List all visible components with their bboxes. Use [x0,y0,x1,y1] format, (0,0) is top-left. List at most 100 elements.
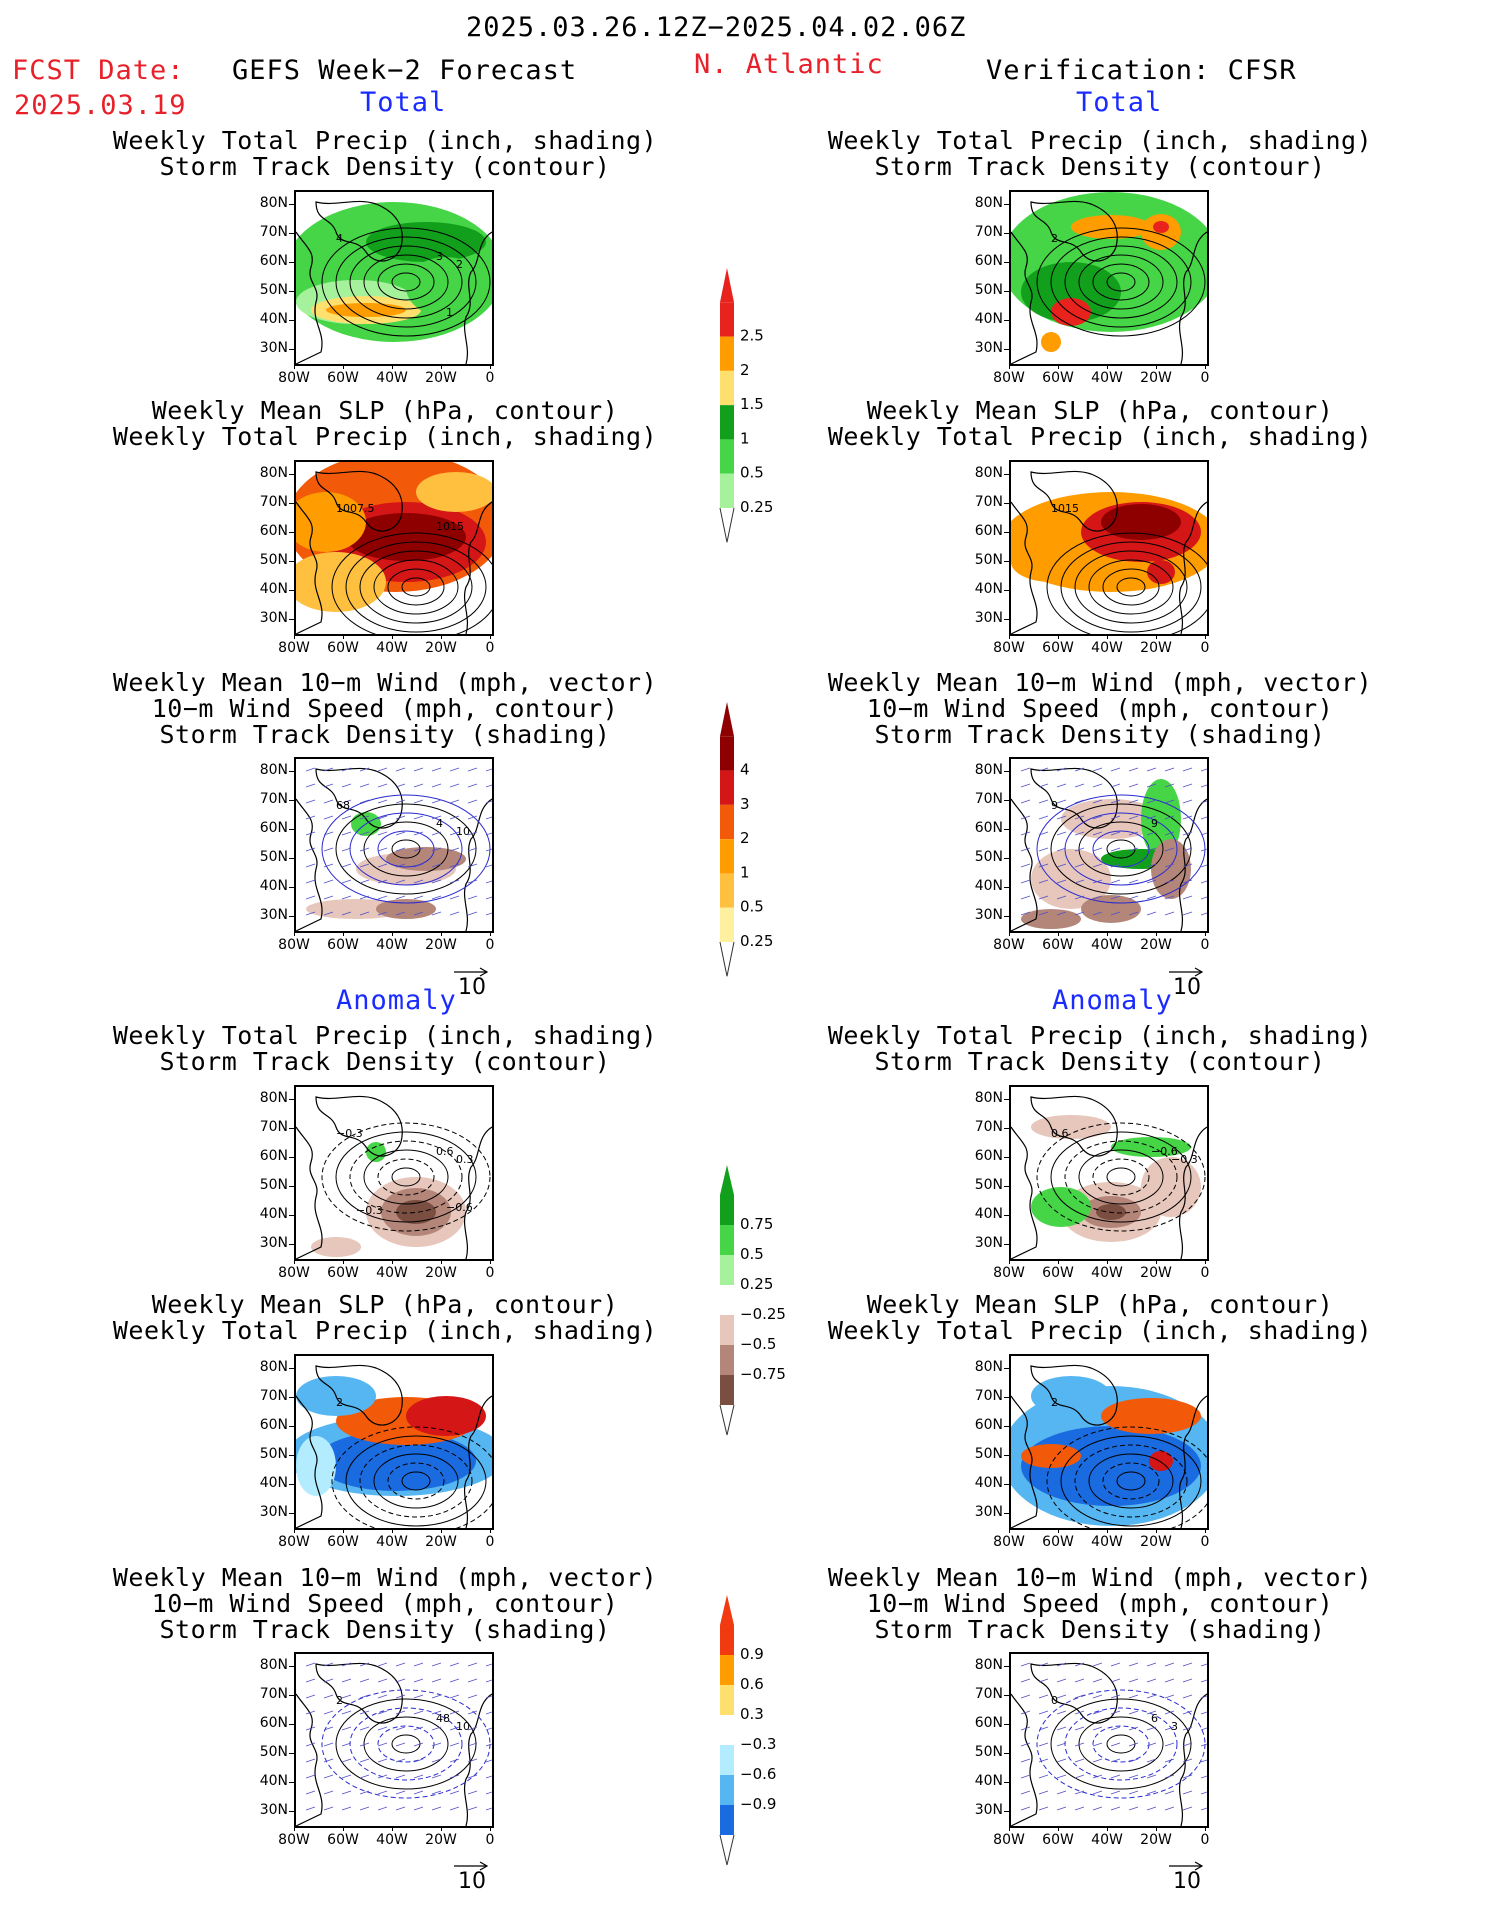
wind-vector [1092,1710,1103,1715]
latitude-tick-mark [289,1157,294,1158]
wind-vector [1074,1726,1085,1731]
wind-vector [1200,1775,1207,1779]
wind-vector [1128,1678,1139,1683]
wind-vector [485,800,492,804]
map-frame: 1015 [1009,460,1209,636]
anomaly-label-right: Anomaly [1052,985,1173,1016]
wind-vector [395,1758,406,1763]
north-america-coastline [296,501,323,634]
latitude-tick-mark [1004,233,1009,234]
wind-vector [1128,1694,1139,1699]
wind-vector [305,767,316,772]
latitude-tick-label: 80N [259,1090,288,1106]
europe-coastline [1178,231,1207,364]
contour-label: −0.3 [336,1127,363,1140]
contour-line [1064,1140,1178,1214]
greenland-coastline [315,1662,403,1724]
wind-vector [1020,863,1031,868]
wind-vector [1146,1726,1157,1731]
longitude-tick-mark [441,1259,442,1264]
wind-vector [1146,1694,1157,1699]
wind-vector [377,847,388,852]
wind-vector [1164,799,1175,804]
contour-label: 10 [456,825,470,838]
shading-area [1147,560,1175,584]
wind-vector [395,1742,406,1747]
wind-vector [1146,879,1157,884]
shading-area [406,1396,486,1436]
colorbar-label: −0.3 [740,1735,776,1753]
wind-vector [323,1662,334,1667]
longitude-tick-mark [1205,1528,1206,1533]
latitude-tick-mark [1004,349,1009,350]
wind-vector [1182,1742,1193,1747]
wind-vector [1146,863,1157,868]
latitude-tick-label: 50N [974,1744,1003,1760]
wind-vector [413,767,424,772]
latitude-tick-mark [289,1782,294,1783]
north-america-coastline [1011,798,1038,931]
latitude-tick-label: 30N [974,907,1003,923]
longitude-tick-label: 20W [425,370,457,386]
shading-area [366,1142,386,1162]
wind-vector [341,1678,352,1683]
wind-vector [1092,1742,1103,1747]
longitude-tick-mark [1058,931,1059,936]
europe-coastline [1178,1693,1207,1826]
wind-vector [1038,847,1049,852]
wind-vector [467,1742,478,1747]
europe-coastline [1178,798,1207,931]
latitude-tick-mark [1004,800,1009,801]
longitude-tick-mark [392,1826,393,1831]
colorbar-swatch [720,1225,734,1255]
panel-title-line: Weekly Total Precip (inch, shading) [112,422,658,451]
wind-vector [467,1726,478,1731]
wind-vector [1020,1790,1031,1795]
wind-vector [1146,1678,1157,1683]
wind-vector [467,895,478,900]
wind-vector [431,783,442,788]
contour-line [1088,1453,1174,1509]
wind-vector [323,831,334,836]
colorbar-label: 1.5 [740,395,764,413]
wind-vector [1056,1726,1067,1731]
wind-vector [1146,1662,1157,1667]
wind-vector [1164,1774,1175,1779]
shading-area [1031,1187,1091,1227]
contour-label: 2 [1051,232,1058,245]
latitude-tick-label: 30N [974,1802,1003,1818]
wind-vector [1200,864,1207,868]
contour-line [1116,1471,1146,1491]
wind-vector [1056,815,1067,820]
contour-line [1092,1725,1150,1763]
wind-vector [341,1758,352,1763]
latitude-tick-label: 40N [259,1773,288,1789]
wind-vector [377,895,388,900]
longitude-tick-mark [1058,1259,1059,1264]
contour-line [1092,1158,1150,1196]
europe-coastline [463,501,492,634]
wind-vector [1110,1662,1121,1667]
map-canvas: 2 [296,1364,492,1528]
wind-vector [413,1758,424,1763]
latitude-tick-label: 30N [259,610,288,626]
latitude-tick-mark [289,619,294,620]
panel-title-line: Weekly Mean SLP (hPa, contour) [866,1290,1334,1319]
wind-vector [449,1790,460,1795]
panel-title-line: Storm Track Density (shading) [159,1615,611,1644]
wind-vector [485,896,492,900]
contour-label: 68 [336,799,350,812]
wind-vector [1110,767,1121,772]
wind-vector [1164,783,1175,788]
longitude-tick-label: 0 [485,370,495,386]
wind-vector [305,1726,316,1731]
wind-vector [431,767,442,772]
latitude-tick-label: 70N [974,791,1003,807]
wind-vector [1092,911,1103,916]
wind-vector [1146,895,1157,900]
contour-label: 1 [446,306,453,319]
wind-vector [1056,1694,1067,1699]
wind-vector [449,911,460,916]
wind-vector [1128,767,1139,772]
contour-line [331,1426,492,1528]
